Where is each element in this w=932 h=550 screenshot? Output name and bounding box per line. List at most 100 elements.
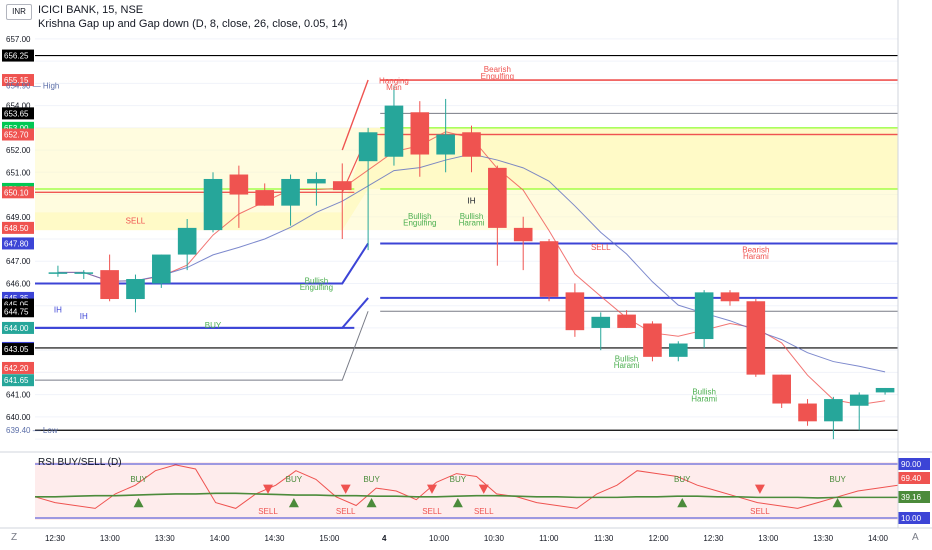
candle-body[interactable] (798, 403, 817, 422)
y-tick-label: 647.00 (6, 257, 31, 266)
level-connector-red-upper (341, 79, 369, 151)
rsi-badge (898, 491, 930, 503)
signal-label: Engulfing (403, 219, 436, 228)
rsi-panel-title: RSI BUY/SELL (D) (38, 457, 122, 468)
y-tick-label: 646.00 (6, 279, 31, 288)
price-badge-text: 648.50 (4, 224, 29, 233)
price-badge (2, 49, 34, 62)
x-tick-label: 15:00 (319, 534, 340, 543)
price-badge (2, 221, 34, 234)
candle-body[interactable] (849, 394, 869, 406)
rsi-buy-label: BUY (450, 475, 467, 484)
candle-body[interactable] (436, 134, 455, 155)
price-badge (2, 128, 34, 141)
price-badge (2, 237, 34, 250)
rsi-buy-arrow (366, 497, 377, 508)
rsi-line (34, 464, 899, 509)
candle-body[interactable] (565, 292, 585, 331)
candle-body[interactable] (229, 174, 249, 195)
candle-body[interactable] (177, 227, 197, 255)
candle-body[interactable] (746, 301, 766, 375)
candle-body[interactable] (48, 272, 68, 274)
x-tick-label: 14:30 (264, 534, 285, 543)
indicator-title: Krishna Gap up and Gap down (D, 8, close… (38, 18, 348, 30)
candle-body[interactable] (332, 181, 352, 191)
candle-body[interactable] (668, 343, 688, 357)
x-tick-label: 13:30 (155, 534, 176, 543)
candle-body[interactable] (488, 167, 507, 228)
price-badge-text: 653.65 (4, 109, 29, 118)
candle-body[interactable] (462, 132, 481, 157)
x-tick-label: 13:00 (758, 534, 779, 543)
y-tick-label: 649.00 (6, 213, 31, 222)
rsi-buy-label: BUY (130, 475, 147, 484)
candle-body[interactable] (539, 241, 559, 297)
price-badge-text: 642.20 (4, 364, 29, 373)
candle-body[interactable] (410, 112, 430, 155)
y-tick-label: 641.00 (6, 391, 31, 400)
candle-body[interactable] (74, 272, 94, 274)
level-connector-red (35, 133, 898, 193)
y-tick-label: 657.00 (6, 35, 31, 44)
price-badge-text: 652.70 (4, 131, 29, 140)
price-badge-text: 639.40 — Low (6, 426, 58, 435)
price-badge-text: 643.05 (4, 345, 29, 354)
candle-body[interactable] (875, 387, 895, 393)
x-tick-label: 12:30 (45, 534, 66, 543)
signal-label: BUY (205, 321, 222, 330)
signal-label: Bearish (742, 245, 769, 254)
x-tick-label: 12:00 (649, 534, 670, 543)
price-badge-text: 656.25 (4, 52, 29, 61)
candle-body[interactable] (100, 270, 119, 300)
price-badge (2, 74, 34, 87)
rsi-buy-label: BUY (363, 475, 380, 484)
rsi-buy-label: BUY (286, 475, 303, 484)
candle-body[interactable] (358, 132, 378, 162)
price-badge-text: 647.80 (4, 239, 29, 248)
rsi-badge-text: 90.00 (901, 460, 922, 469)
candle-body[interactable] (513, 227, 533, 242)
candle-body[interactable] (255, 190, 275, 206)
x-tick-label: 4 (382, 534, 387, 543)
zoom-icon[interactable]: Z (11, 532, 18, 543)
rsi-sell-arrow (340, 484, 351, 494)
candle-body[interactable] (307, 178, 326, 184)
price-badge (2, 321, 34, 334)
candle-body[interactable] (126, 279, 145, 300)
price-badge (2, 361, 34, 374)
x-tick-label: 14:00 (210, 534, 231, 543)
signal-label: SELL (591, 243, 611, 252)
candle-body[interactable] (772, 374, 791, 404)
rsi-badge (898, 512, 930, 524)
x-tick-label: 11:00 (539, 534, 559, 543)
candle-body[interactable] (643, 323, 662, 357)
candle-body[interactable] (281, 178, 300, 206)
candle-body[interactable] (152, 254, 171, 284)
signal-label: IH (54, 305, 62, 314)
signal-label: IH (468, 196, 476, 205)
y-tick-label: 652.00 (6, 146, 31, 155)
currency-badge[interactable]: INR (6, 4, 32, 20)
price-badge-text: 641.65 (4, 376, 29, 385)
rsi-badge-text: 39.16 (901, 493, 922, 502)
price-badge (2, 186, 34, 199)
candle-body[interactable] (384, 105, 404, 157)
candle-body[interactable] (591, 316, 611, 328)
x-tick-label: 13:30 (813, 534, 834, 543)
candle-body[interactable] (203, 178, 223, 231)
rsi-buy-arrow (452, 497, 463, 508)
price-badge (2, 343, 34, 356)
candle-body[interactable] (720, 292, 740, 302)
rsi-sell-arrow (478, 484, 489, 494)
candle-body[interactable] (617, 314, 636, 328)
signal-label: Bullish (692, 388, 716, 397)
candle-body[interactable] (824, 399, 843, 422)
signal-label: Bearish (484, 65, 511, 74)
rsi-badge (898, 472, 930, 484)
candle-body[interactable] (694, 292, 714, 340)
rsi-sell-label: SELL (750, 507, 770, 516)
price-badge (2, 107, 34, 120)
auto-scale-button[interactable]: A (912, 532, 919, 543)
level-connector-grey (35, 311, 369, 381)
